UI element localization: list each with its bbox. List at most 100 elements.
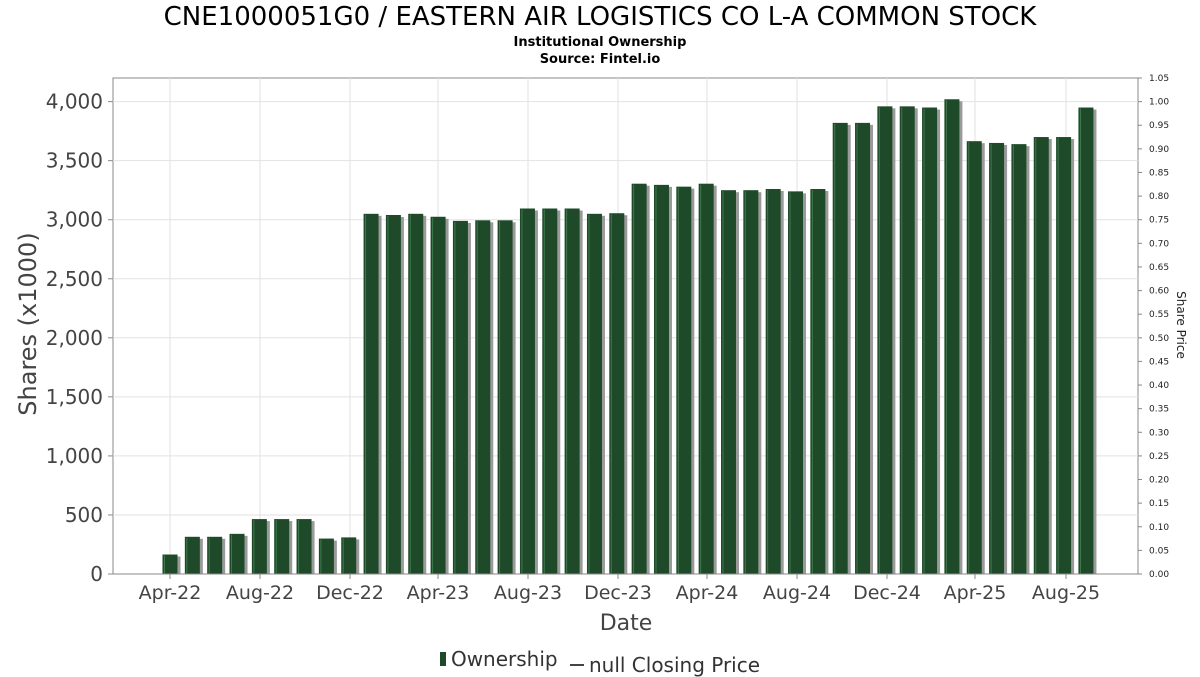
x-tick-label: Aug-25 — [1032, 582, 1100, 604]
x-tick-label: Apr-23 — [407, 582, 470, 604]
y-tick-label: 2,500 — [46, 267, 103, 291]
legend: Ownership null Closing Price — [0, 647, 1200, 677]
ownership-bar — [698, 183, 714, 574]
y2-tick-label: 0.50 — [1149, 334, 1169, 344]
legend-price: null Closing Price — [564, 653, 760, 677]
ownership-bar — [408, 213, 424, 575]
y2-tick-label: 0.20 — [1149, 476, 1169, 486]
y2-tick-label: 0.85 — [1149, 168, 1169, 178]
y2-tick-label: 0.80 — [1149, 192, 1169, 202]
y2-tick-label: 1.05 — [1149, 74, 1169, 84]
x-tick-label: Apr-25 — [944, 582, 1007, 604]
ownership-bar — [385, 214, 401, 574]
y2-tick-label: 0.65 — [1149, 263, 1169, 273]
ownership-bar — [609, 213, 625, 574]
ownership-bar — [318, 538, 334, 574]
bars-group — [162, 99, 1097, 575]
y-tick-label: 1,500 — [46, 385, 103, 409]
y-tick-label: 1,000 — [46, 444, 103, 468]
ownership-bar — [452, 220, 468, 574]
y2-axis-label: Share Price — [1174, 291, 1188, 359]
y-tick-label: 500 — [65, 503, 103, 527]
x-tick-label: Aug-23 — [494, 582, 562, 604]
ownership-bar — [832, 122, 848, 574]
ownership-bar — [251, 519, 267, 574]
ownership-bar — [1056, 137, 1072, 575]
ownership-bar — [810, 189, 826, 574]
ownership-bar — [296, 519, 312, 574]
ownership-bar — [229, 533, 245, 574]
y-tick-label: 2,000 — [46, 326, 103, 350]
ownership-bar — [721, 190, 736, 574]
x-tick-label: Dec-23 — [584, 582, 652, 604]
y2-tick-label: 0.55 — [1149, 310, 1169, 320]
ownership-bar — [765, 189, 781, 574]
chart-title: CNE1000051G0 / EASTERN AIR LOGISTICS CO … — [163, 2, 1037, 32]
y2-tick-label: 0.70 — [1149, 239, 1169, 249]
y-tick-label: 4,000 — [46, 90, 103, 114]
ownership-bar — [1078, 107, 1094, 575]
y-axis-label: Shares (x1000) — [14, 232, 42, 415]
ownership-bar — [497, 220, 513, 575]
ownership-bar — [944, 99, 960, 574]
ownership-bar — [363, 213, 379, 575]
y2-tick-label: 0.40 — [1149, 381, 1169, 391]
ownership-bar — [519, 208, 535, 574]
y-axis-ticks: 0 500 1,000 1,500 2,000 2,500 3,000 3,500 4,000 — [46, 90, 113, 586]
y2-tick-label: 0.95 — [1149, 121, 1169, 131]
ownership-bar — [743, 190, 759, 574]
ownership-bar — [788, 191, 804, 574]
y2-tick-label: 0.35 — [1149, 405, 1169, 415]
x-axis-label: Date — [600, 611, 653, 636]
y-tick-label: 3,500 — [46, 149, 103, 173]
ownership-bar — [542, 208, 558, 574]
legend-price-label: null Closing Price — [588, 653, 761, 677]
x-tick-label: Aug-22 — [226, 582, 294, 604]
y2-tick-label: 0.00 — [1149, 570, 1169, 580]
y2-tick-label: 0.10 — [1149, 523, 1169, 533]
x-tick-label: Apr-22 — [139, 582, 202, 604]
ownership-bar — [631, 183, 647, 574]
x-axis-ticks: Apr-22 Aug-22 Dec-22 Apr-23 Aug-23 Dec-23 Apr-… — [113, 573, 1138, 604]
x-tick-label: Aug-24 — [763, 582, 831, 604]
ownership-bar — [274, 519, 290, 574]
y2-tick-label: 0.90 — [1149, 145, 1169, 155]
ownership-bar — [184, 536, 200, 574]
ownership-bar — [1011, 144, 1027, 574]
ownership-bar — [162, 554, 178, 574]
x-tick-label: Dec-24 — [853, 582, 921, 604]
ownership-bar — [966, 141, 982, 574]
chart-source: Source: Fintel.io — [539, 52, 661, 67]
y-tick-label: 0 — [90, 562, 103, 586]
y2-tick-label: 0.05 — [1149, 546, 1169, 556]
ownership-bar — [564, 208, 580, 574]
ownership-bar — [922, 107, 938, 575]
x-tick-label: Dec-22 — [316, 582, 384, 604]
y-tick-label: 3,000 — [46, 208, 103, 232]
ownership-bar — [877, 106, 893, 574]
ownership-bar — [855, 122, 871, 574]
ownership-bar — [207, 536, 223, 574]
ownership-bar — [341, 537, 357, 574]
y2-axis-ticks: 0.00 0.05 0.10 0.15 0.20 0.25 0.30 0.35 0.40 0.45… — [1138, 74, 1169, 580]
y2-tick-label: 0.30 — [1149, 428, 1169, 438]
y2-tick-label: 0.60 — [1149, 287, 1169, 297]
ownership-bar — [430, 216, 446, 574]
ownership-bar — [899, 106, 915, 574]
ownership-swatch-icon — [439, 652, 446, 666]
y2-tick-label: 0.75 — [1149, 216, 1169, 226]
legend-ownership-label: Ownership — [450, 647, 558, 671]
ownership-bar — [1033, 137, 1049, 575]
x-tick-label: Apr-24 — [676, 582, 739, 604]
ownership-bar — [676, 186, 692, 574]
y2-tick-label: 0.25 — [1149, 452, 1169, 462]
price-line-swatch-icon — [569, 664, 584, 666]
chart-subtitle: Institutional Ownership — [513, 35, 687, 50]
y2-tick-label: 0.45 — [1149, 357, 1169, 367]
ownership-bar — [989, 142, 1005, 574]
legend-ownership: Ownership — [439, 647, 558, 671]
y2-tick-label: 1.00 — [1149, 98, 1169, 108]
ownership-bar — [475, 220, 491, 575]
ownership-bar — [586, 213, 602, 575]
